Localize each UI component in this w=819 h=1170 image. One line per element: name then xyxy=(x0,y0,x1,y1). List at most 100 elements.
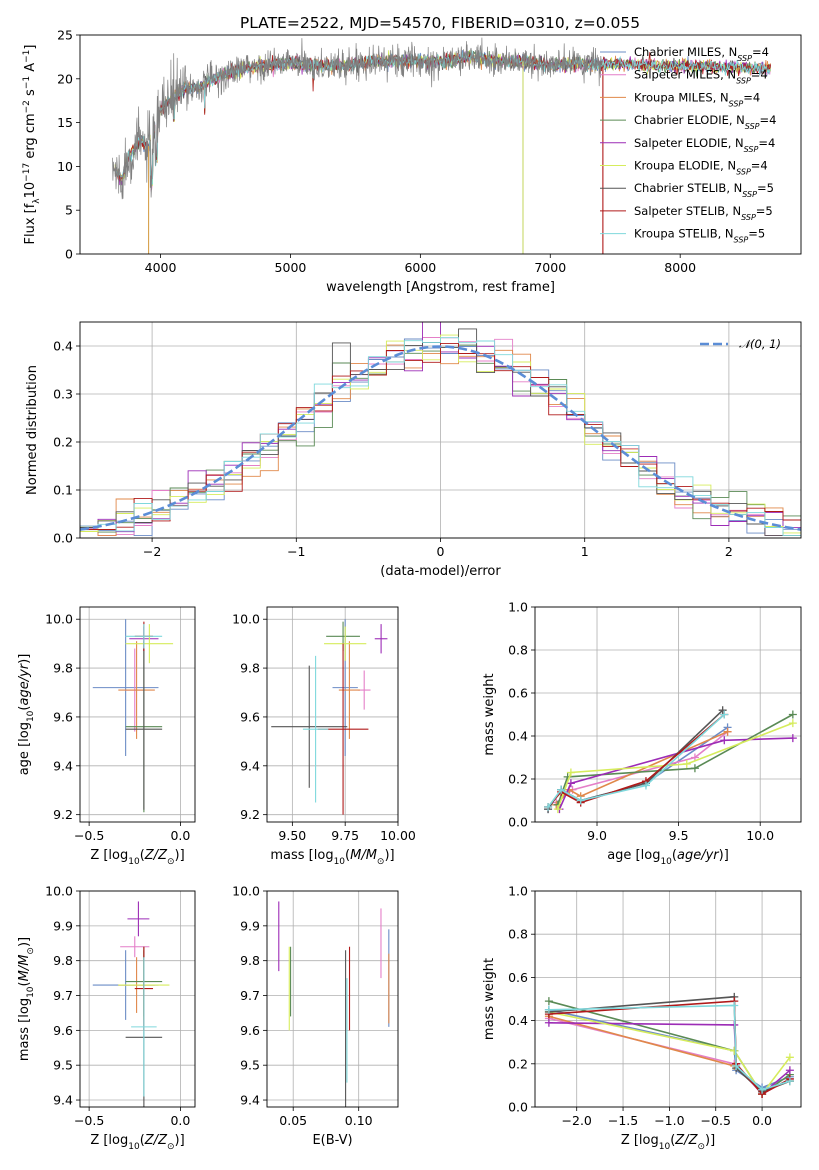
y-tick-label: 9.8 xyxy=(53,953,73,968)
plot-area xyxy=(80,322,801,537)
error-bar-point xyxy=(127,901,150,937)
y-tick-label: 9.9 xyxy=(53,918,73,933)
mass-weight-line xyxy=(555,730,728,806)
mass-weight-marker xyxy=(576,796,585,805)
x-tick-label: 8000 xyxy=(664,260,696,275)
x-tick-label: −0.5 xyxy=(701,1113,731,1128)
y-tick-label: 10.0 xyxy=(232,884,260,899)
x-tick-label: −0.5 xyxy=(74,1113,104,1128)
mass-weight-marker xyxy=(557,785,566,794)
y-tick-label: 9.6 xyxy=(240,1023,260,1038)
legend-entry-label: Salpeter MILES, NSSP=4 xyxy=(634,68,768,86)
y-tick-label: 0.2 xyxy=(508,1056,528,1071)
x-tick-label: 9.75 xyxy=(331,828,359,843)
y-tick-label: 0.0 xyxy=(508,1100,528,1115)
x-tick-label: 9.0 xyxy=(587,828,607,843)
mass-weight-marker xyxy=(785,1066,794,1075)
y-tick-label: 9.6 xyxy=(53,709,73,724)
axes-frame xyxy=(79,321,802,539)
y-tick-label: 0.8 xyxy=(508,643,528,658)
x-tick-label: −2.0 xyxy=(562,1113,592,1128)
x-tick-label: 0.0 xyxy=(170,1113,190,1128)
x-tick-label: 1 xyxy=(581,544,589,559)
y-tick-label: 5 xyxy=(65,203,73,218)
x-tick-label: 10.00 xyxy=(380,828,416,843)
error-bar-point xyxy=(125,624,174,664)
axes: −2.0 −1.5 −1.0 −0.5 0.0 0.0 0.2 0.4 0.6 0.8 1.0 Z [… xyxy=(482,884,802,1152)
normal-reference-curve xyxy=(80,345,801,531)
y-tick-label: 9.7 xyxy=(240,988,260,1003)
x-axis-label: E(B-V) xyxy=(312,1133,352,1148)
grid xyxy=(80,890,195,1107)
axes-frame xyxy=(79,34,802,255)
error-bar-point xyxy=(324,626,367,661)
error-bar-point xyxy=(125,648,163,810)
legend-entry-label: Salpeter STELIB, NSSP=5 xyxy=(634,204,773,222)
x-axis-label: Z [log10(Z/Z⊙)] xyxy=(621,1133,715,1152)
observed-spectrum-line xyxy=(112,37,603,200)
y-tick-label: 0 xyxy=(65,247,73,262)
y-tick-label: 0.4 xyxy=(508,729,528,744)
mass-weight-marker xyxy=(682,759,691,768)
plot-area xyxy=(92,901,170,1107)
y-tick-label: 0.4 xyxy=(53,339,73,354)
y-tick-label: 9.2 xyxy=(240,807,260,822)
y-tick-label: 0.3 xyxy=(53,387,73,402)
y-tick-label: 20 xyxy=(57,71,73,86)
x-tick-label: 0.05 xyxy=(279,1113,307,1128)
y-tick-label: 10.0 xyxy=(232,612,260,627)
x-tick-label: 10.0 xyxy=(746,828,774,843)
chart-panel-4: 9.50 9.75 10.00 9.2 9.4 9.6 9.8 10.0 mass [log10… xyxy=(232,606,416,867)
y-tick-label: 0.2 xyxy=(508,772,528,787)
x-tick-label: 2 xyxy=(725,544,733,559)
axes: 0.05 0.10 9.4 9.5 9.6 9.7 9.8 9.9 10.0 E(B-V) xyxy=(232,884,399,1148)
error-bar-point xyxy=(302,655,329,803)
grid xyxy=(267,890,398,1107)
mass-weight-marker xyxy=(690,764,699,773)
mass-weight-line xyxy=(558,737,793,810)
x-axis-label: (data-model)/error xyxy=(380,564,501,579)
legend-entry-label: Chabrier MILES, NSSP=4 xyxy=(634,45,769,63)
plot-area xyxy=(278,901,390,1107)
mass-weight-marker xyxy=(730,1046,739,1055)
y-tick-label: 9.4 xyxy=(53,1093,73,1108)
y-tick-label: 0.0 xyxy=(53,531,73,546)
axes: 4000 5000 6000 7000 8000 0 5 10 15 20 25 wavelength… xyxy=(22,28,802,295)
y-axis-label: mass weight xyxy=(482,673,497,755)
x-tick-label: 0.0 xyxy=(170,828,190,843)
axes: −0.5 0.0 9.4 9.5 9.6 9.7 9.8 9.9 10.0 Z [log10(Z/… xyxy=(17,884,196,1152)
y-tick-label: 1.0 xyxy=(508,600,528,615)
error-bar-point xyxy=(120,936,150,958)
axes: −2 −1 0 1 2 0.0 0.1 0.2 0.3 0.4 (data-model)/error… xyxy=(25,321,802,579)
mass-weight-marker xyxy=(720,710,729,719)
x-tick-label: −2 xyxy=(143,544,161,559)
mass-weight-marker xyxy=(730,1001,739,1010)
mass-weight-marker xyxy=(544,1018,553,1027)
mass-weight-marker xyxy=(723,727,732,736)
axes-frame xyxy=(534,606,802,823)
mass-weight-marker xyxy=(566,779,575,788)
error-bar-point xyxy=(271,665,348,788)
chart-panel-6: −0.5 0.0 9.4 9.5 9.6 9.7 9.8 9.9 10.0 Z [log10(Z/… xyxy=(17,884,196,1152)
y-tick-label: 9.9 xyxy=(240,918,260,933)
chart-panel-1: 4000 5000 6000 7000 8000 0 5 10 15 20 25 wavelength… xyxy=(22,28,802,295)
grid xyxy=(80,607,195,822)
axes-frame xyxy=(79,890,196,1108)
plot-area xyxy=(271,619,388,815)
y-tick-label: 9.6 xyxy=(53,1023,73,1038)
y-tick-label: 0.8 xyxy=(508,927,528,942)
legend-entry-label: Kroupa MILES, NSSP=4 xyxy=(634,90,760,108)
y-tick-label: 9.4 xyxy=(53,758,73,773)
x-tick-label: 9.5 xyxy=(669,828,689,843)
axes-frame xyxy=(534,890,802,1108)
y-axis-label: age [log10(age/yr)] xyxy=(17,654,36,776)
x-axis-label: wavelength [Angstrom, rest frame] xyxy=(326,280,555,295)
mass-weight-marker xyxy=(553,805,562,814)
chart-panel-7: 0.05 0.10 9.4 9.5 9.6 9.7 9.8 9.9 10.0 E(B-V) xyxy=(232,884,399,1148)
axes: 9.0 9.5 10.0 0.0 0.2 0.4 0.6 0.8 1.0 age [log10(a… xyxy=(482,600,802,867)
mass-weight-marker xyxy=(544,997,553,1006)
mass-weight-marker xyxy=(641,781,650,790)
mass-weight-marker xyxy=(788,734,797,743)
x-tick-label: 9.50 xyxy=(278,828,306,843)
